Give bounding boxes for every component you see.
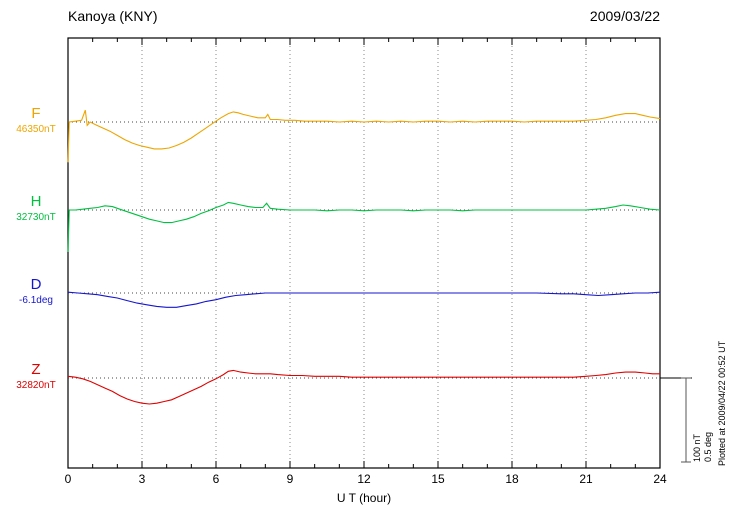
trace-f [67,110,661,163]
x-tick-label: 24 [653,472,667,486]
x-tick-label: 0 [64,472,72,486]
trace-d [67,291,661,308]
series-name: Z [31,361,41,378]
series-name: H [30,193,42,210]
x-tick-label: 3 [138,472,146,486]
series-label-d: D -6.1deg [8,277,64,306]
x-tick-label: 21 [579,472,593,486]
series-label-f: F 46350nT [8,106,64,135]
series-baseline-value: 32730nT [16,212,56,223]
trace-h [67,201,661,253]
x-tick-label: 6 [212,472,220,486]
x-tick-label: 9 [286,472,294,486]
series-label-z: Z 32820nT [8,362,64,391]
x-axis-ticks: 0 3 6 9 12 15 18 21 24 [0,472,730,488]
series-baseline-value: 32820nT [16,380,56,391]
series-name: D [30,276,42,293]
x-tick-label: 18 [505,472,519,486]
x-tick-label: 15 [431,472,445,486]
date-label: 2009/03/22 [589,8,660,24]
x-axis-label: U T (hour) [336,491,392,505]
scale-nt-label: 100 nT [692,433,702,462]
series-label-h: H 32730nT [8,194,64,223]
series-baseline-value: 46350nT [16,124,56,135]
series-baseline-value: -6.1deg [19,295,53,306]
page-title: Kanoya (KNY) [68,8,158,24]
series-name: F [31,105,41,122]
scale-deg-label: 0.5 deg [703,431,713,462]
trace-z [67,369,660,405]
x-tick-label: 12 [357,472,371,486]
scale-bar-label: 100 nT 0.5 deg [692,432,714,462]
plotted-at-label: Plotted at 2009/04/22 00:52 UT [717,340,727,466]
